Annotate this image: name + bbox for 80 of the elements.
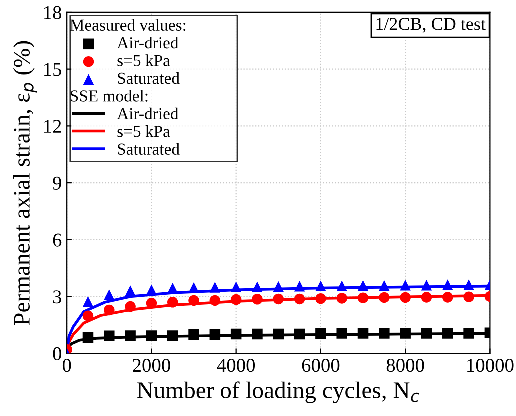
point <box>230 294 242 306</box>
point <box>273 281 284 292</box>
point <box>294 294 306 305</box>
legend-label: Saturated <box>118 72 180 84</box>
point <box>82 332 94 344</box>
point <box>294 328 306 340</box>
point <box>210 329 221 340</box>
point <box>336 328 348 339</box>
point <box>230 282 242 292</box>
point <box>358 280 369 292</box>
point <box>421 328 432 339</box>
point <box>146 298 158 309</box>
legend-label: s=5 kPa <box>118 54 170 66</box>
point <box>316 280 326 292</box>
point <box>442 280 454 290</box>
x-tick-label: 8000 <box>386 359 424 372</box>
point <box>188 329 200 340</box>
point <box>464 292 474 303</box>
point <box>316 328 326 340</box>
point <box>336 280 348 292</box>
point <box>379 280 390 292</box>
y-tick-label: 6 <box>53 234 62 247</box>
legend-label: Air-dried <box>117 108 179 120</box>
point <box>188 295 200 306</box>
point <box>379 328 390 339</box>
point <box>400 292 411 304</box>
point <box>400 280 411 291</box>
point <box>104 330 115 342</box>
point <box>442 328 454 339</box>
point <box>125 330 136 342</box>
point <box>125 301 136 312</box>
x-tick-label: 6000 <box>302 359 340 372</box>
point <box>358 328 369 339</box>
point <box>273 294 284 305</box>
y-tick-label: 3 <box>53 290 62 304</box>
point <box>210 282 221 293</box>
point <box>379 292 390 304</box>
point <box>252 294 263 305</box>
legend-label: Air-dried <box>117 36 179 49</box>
y-axis-title: Permanent axial strain, ε$_{p}$ (%) <box>13 41 38 326</box>
x-tick-label: 0 <box>62 359 72 372</box>
x-tick-label: 2000 <box>133 359 170 372</box>
point <box>358 292 369 304</box>
y-tick-label: 15 <box>44 63 62 76</box>
point <box>188 282 200 294</box>
point <box>252 282 263 292</box>
legend-label: s=5 kPa <box>118 126 170 138</box>
point <box>336 293 348 304</box>
point <box>316 293 326 304</box>
point <box>252 328 263 340</box>
legend-label: Saturated <box>118 143 180 155</box>
y-tick-label: 12 <box>44 120 62 133</box>
y-tick-label: 9 <box>53 176 62 190</box>
point <box>421 292 432 303</box>
point <box>273 328 284 340</box>
point <box>210 295 221 306</box>
point <box>104 304 115 316</box>
point <box>167 297 178 308</box>
point <box>230 328 242 340</box>
x-tick-label: 4000 <box>217 359 256 372</box>
annotation: 1/2CB, CD test <box>376 18 486 33</box>
x-axis-title: Number of loading cycles, N$_{c}$ <box>138 382 420 404</box>
point <box>146 330 158 342</box>
point <box>146 284 158 296</box>
point <box>442 292 454 303</box>
point <box>125 286 136 296</box>
point <box>400 328 411 339</box>
point <box>464 280 474 290</box>
point <box>104 290 115 300</box>
point <box>294 280 306 292</box>
y-tick-label: 18 <box>44 6 62 20</box>
point <box>82 296 94 308</box>
point <box>167 283 178 294</box>
point <box>421 280 432 291</box>
annotation: SSE model: <box>70 90 148 102</box>
x-tick-label: 10000 <box>468 359 514 372</box>
point <box>464 328 474 339</box>
y-tick-label: 0 <box>53 347 62 361</box>
point <box>82 310 94 322</box>
point <box>167 330 178 342</box>
